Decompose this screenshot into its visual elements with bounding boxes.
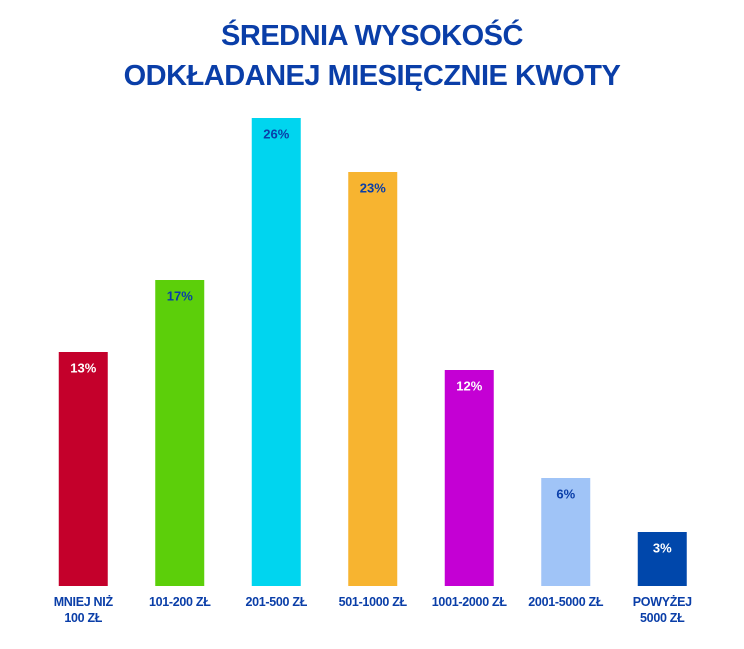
x-tick-label: MNIEJ NIŻ 100 ZŁ bbox=[53, 595, 113, 625]
x-tick-label: 201-500 ZŁ bbox=[245, 595, 308, 609]
x-tick-label: POWYŻEJ 5000 ZŁ bbox=[632, 595, 692, 625]
value-label: 17% bbox=[167, 288, 193, 303]
value-label: 23% bbox=[360, 180, 386, 195]
value-label: 12% bbox=[456, 378, 482, 393]
value-label: 6% bbox=[556, 486, 575, 501]
bar bbox=[541, 478, 591, 586]
value-label: 26% bbox=[263, 126, 289, 141]
bar bbox=[58, 352, 108, 586]
value-label: 3% bbox=[653, 540, 672, 555]
chart-title: ŚREDNIA WYSOKOŚĆ ODKŁADANEJ MIESIĘCZNIE … bbox=[123, 20, 621, 92]
bar bbox=[637, 532, 687, 586]
x-tick-label: 101-200 ZŁ bbox=[148, 595, 211, 609]
x-tick-label: 501-1000 ZŁ bbox=[338, 595, 408, 609]
bar bbox=[444, 370, 494, 586]
value-label: 13% bbox=[70, 360, 96, 375]
x-tick-label: 2001-5000 ZŁ bbox=[528, 595, 604, 609]
bar bbox=[155, 280, 205, 586]
bar bbox=[348, 172, 398, 586]
x-tick-label: 1001-2000 ZŁ bbox=[431, 595, 507, 609]
bar bbox=[251, 118, 301, 586]
